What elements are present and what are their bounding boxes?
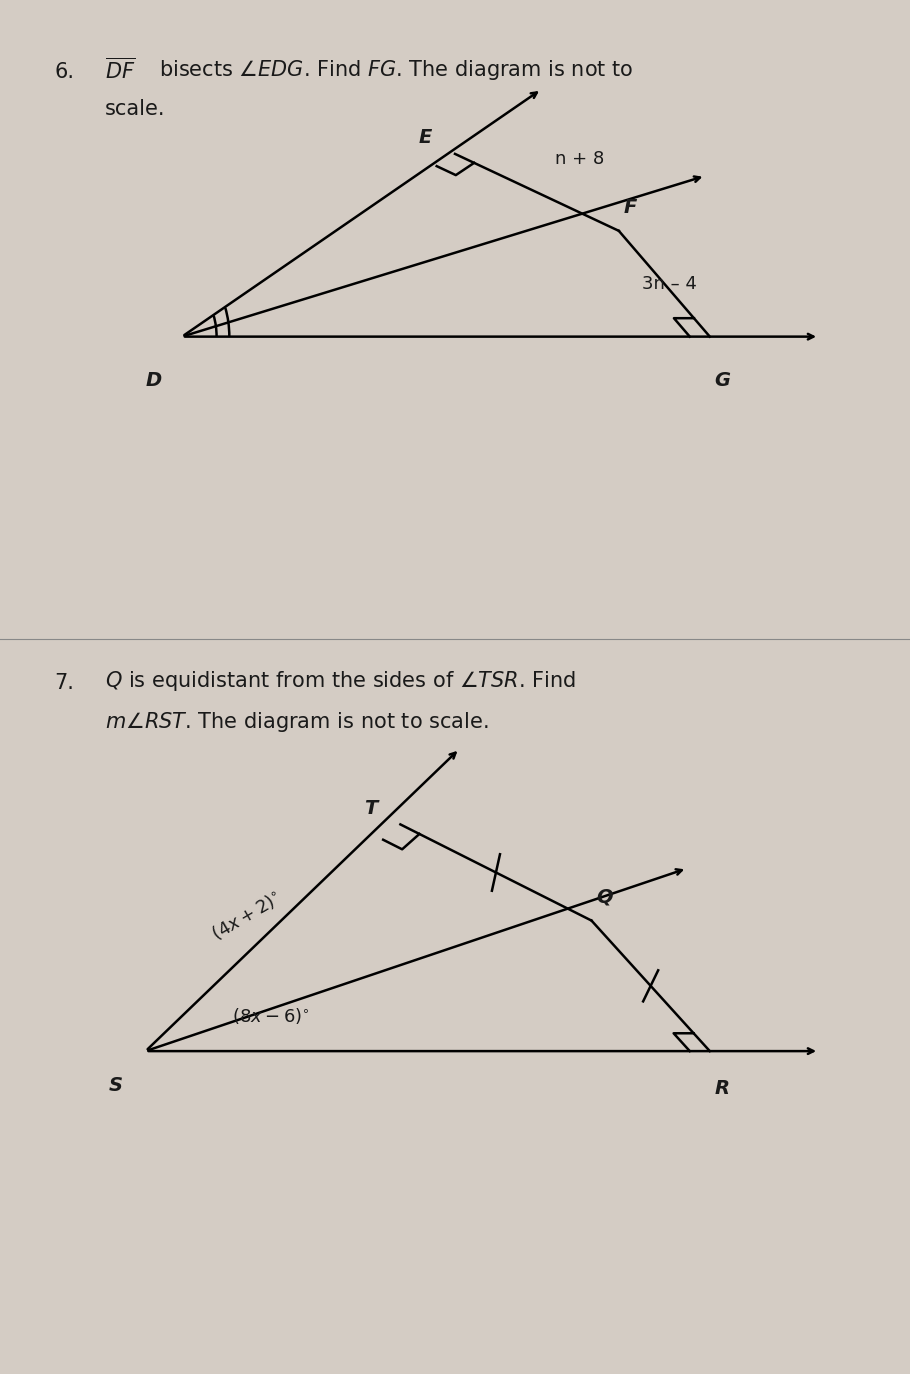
- Text: n + 8: n + 8: [555, 150, 604, 168]
- Text: $(8x - 6)^{\circ}$: $(8x - 6)^{\circ}$: [232, 1006, 309, 1026]
- Text: $(4x + 2)^{\circ}$: $(4x + 2)^{\circ}$: [207, 888, 285, 944]
- Text: E: E: [419, 128, 432, 147]
- Text: 7.: 7.: [55, 673, 75, 694]
- Text: $Q$ is equidistant from the sides of $\angle TSR$. Find: $Q$ is equidistant from the sides of $\a…: [105, 669, 576, 692]
- Text: 3n – 4: 3n – 4: [642, 275, 696, 293]
- Text: scale.: scale.: [105, 99, 165, 120]
- Text: S: S: [109, 1076, 123, 1095]
- Text: Q: Q: [596, 888, 612, 907]
- Text: 6.: 6.: [55, 62, 75, 82]
- Text: G: G: [714, 371, 731, 390]
- Text: bisects $\angle EDG$. Find $FG$. The diagram is not to: bisects $\angle EDG$. Find $FG$. The dia…: [159, 58, 634, 81]
- Text: $m\angle RST$. The diagram is not to scale.: $m\angle RST$. The diagram is not to sca…: [105, 710, 489, 734]
- Text: R: R: [714, 1079, 729, 1098]
- Text: T: T: [364, 798, 378, 818]
- Text: D: D: [146, 371, 162, 390]
- Text: $\overline{DF}$: $\overline{DF}$: [105, 58, 135, 84]
- Text: F: F: [623, 198, 637, 217]
